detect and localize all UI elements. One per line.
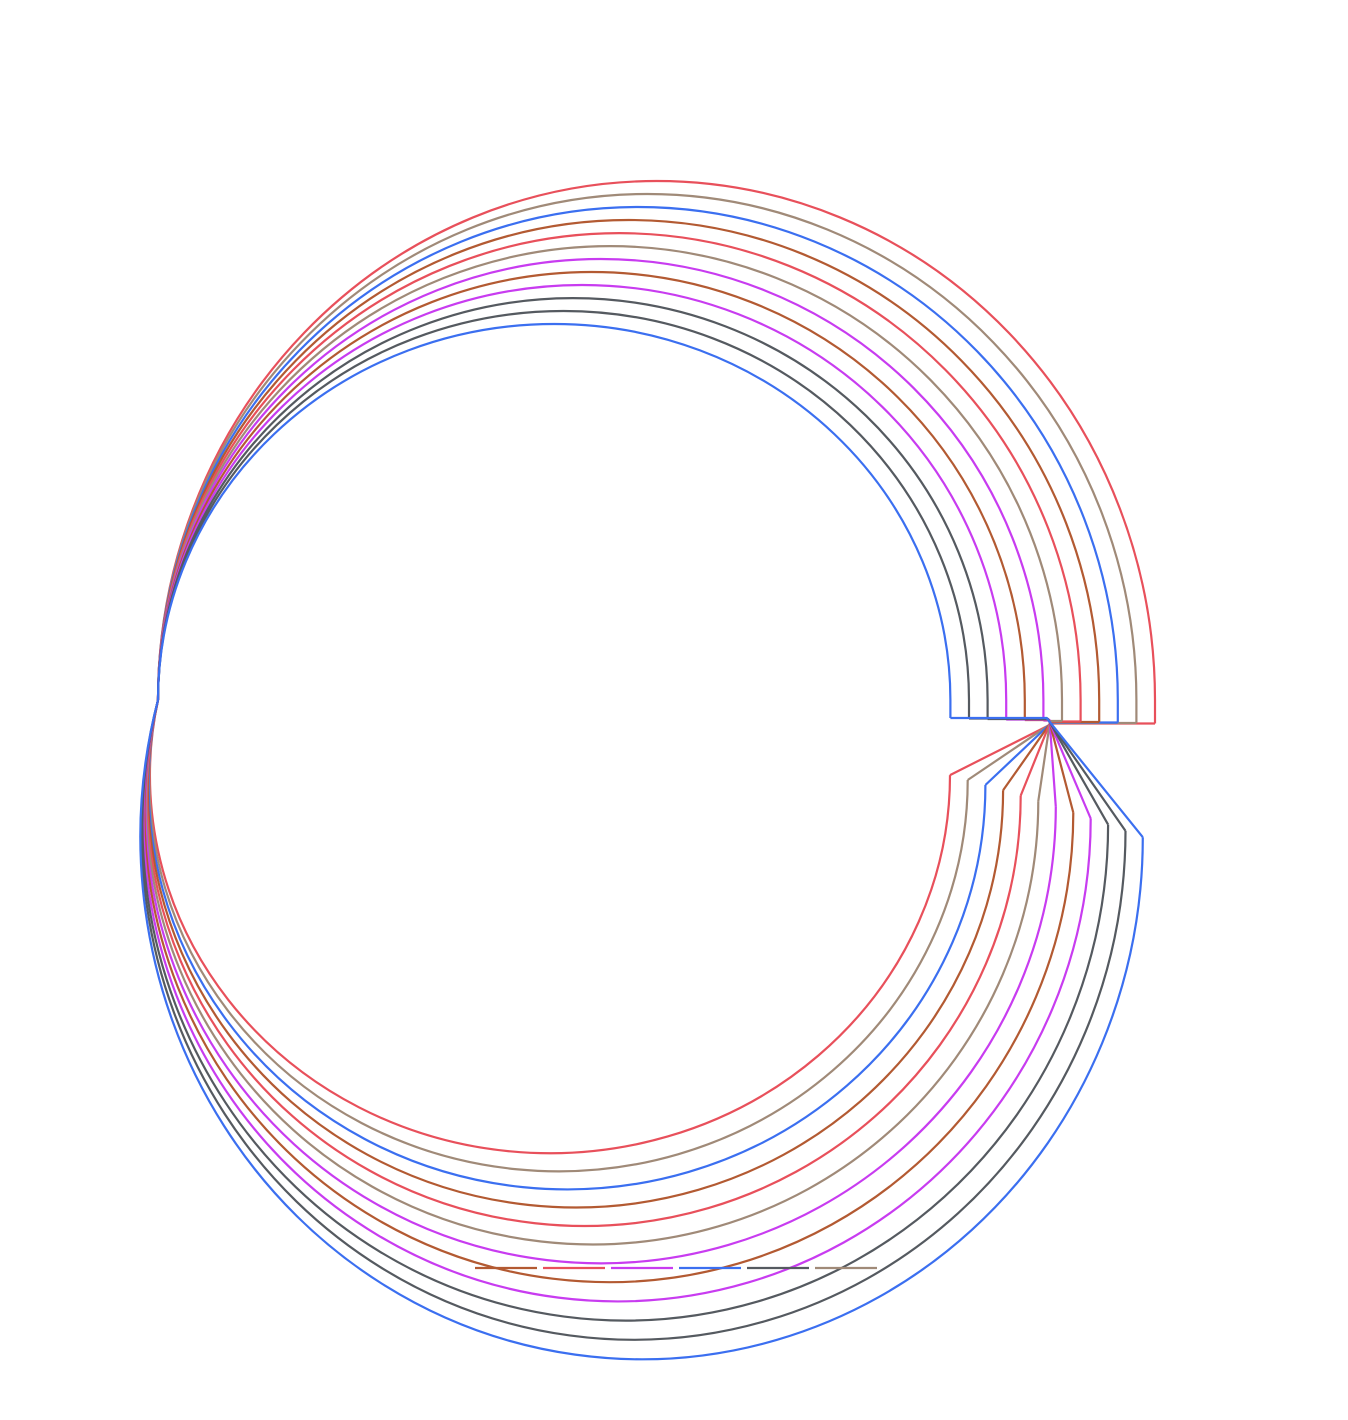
ring-upper-arc (156, 283, 1008, 720)
ring-lower-arc (148, 699, 952, 1155)
ring-upper-arc (156, 322, 952, 718)
ring-lower-arc (148, 699, 969, 1173)
ring-lower-arc (139, 699, 1144, 1361)
ring-lower-arc (141, 699, 1110, 1322)
ring-upper-arc (156, 296, 989, 719)
ring-lower-arc (142, 699, 1092, 1303)
ring-lower-arc (146, 699, 1022, 1228)
ring-lower-arc (145, 699, 1040, 1246)
ring-lower-arc (140, 699, 1127, 1341)
ring-lower-arc (144, 699, 1057, 1265)
ring-upper-arc (156, 270, 1026, 720)
ring-upper-arc (156, 218, 1101, 722)
ring-upper-arc (156, 205, 1119, 723)
ring-lower-arc (143, 699, 1075, 1284)
ring-upper-arc (156, 231, 1082, 722)
ring-upper-arc (156, 192, 1138, 723)
ring-upper-arc (156, 244, 1064, 721)
ring-lower-arc (146, 699, 1005, 1209)
ring-connector (950, 716, 1144, 838)
ring-upper-arc (156, 257, 1045, 721)
ring-lower-arc (147, 699, 987, 1191)
ring-upper-arc (156, 309, 971, 719)
ring-upper-arc (156, 179, 1157, 724)
